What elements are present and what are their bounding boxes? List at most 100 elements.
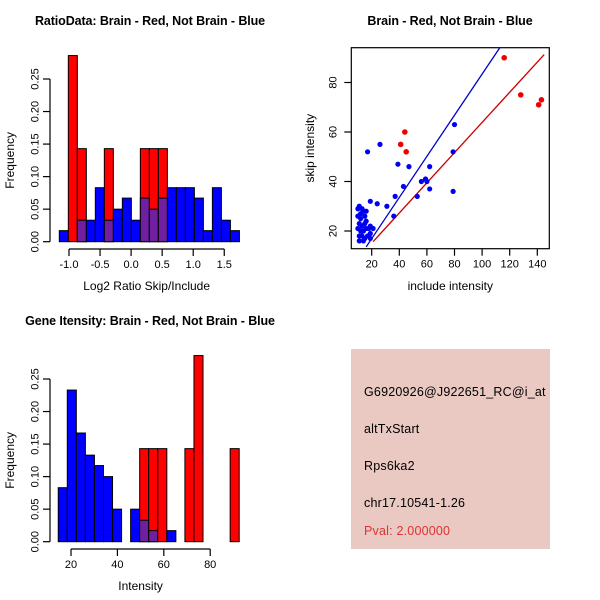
intensity-scatter-plot: 20 40 60 80 100 120 140 20 40 60 80 include intensi… <box>303 47 550 293</box>
not-brain-point <box>377 141 383 147</box>
x-axis: -1.0 -0.5 0.0 0.5 1.0 1.5 <box>60 248 232 271</box>
svg-text:-1.0: -1.0 <box>60 259 79 271</box>
brain-point <box>501 54 507 61</box>
svg-text:20: 20 <box>327 225 339 237</box>
histogram-bars <box>57 355 240 543</box>
blue-bar <box>202 230 213 243</box>
svg-text:80: 80 <box>448 259 460 271</box>
not-brain-point <box>406 164 412 170</box>
pval-text: Pval: 2.000000 <box>364 524 451 538</box>
blue-bar <box>85 219 96 243</box>
x-axis: 20 40 60 80 <box>65 548 216 571</box>
panel-gene-info: G6920926@J922651_RC@i_at altTxStart Rps6… <box>300 300 600 600</box>
blue-bar <box>166 187 177 243</box>
svg-text:0.15: 0.15 <box>30 433 42 454</box>
svg-text:100: 100 <box>473 259 491 271</box>
ratio-histogram-plot: 0.00 0.05 0.10 0.15 0.20 0.25 -1.0 -0.5 0.0 0.5 1.… <box>3 55 240 293</box>
fit-lines <box>365 47 545 248</box>
brain-point <box>538 97 545 103</box>
svg-text:0.10: 0.10 <box>30 166 42 187</box>
brain-point <box>403 149 409 155</box>
not-brain-point <box>364 149 371 155</box>
svg-text:1.0: 1.0 <box>186 259 201 271</box>
svg-text:0.5: 0.5 <box>155 259 170 271</box>
svg-text:0.05: 0.05 <box>30 198 42 219</box>
not-brain-point <box>374 201 380 207</box>
gene-intensity-histogram-plot: 0.00 0.05 0.10 0.15 0.20 0.25 20 40 60 80 Intensit… <box>3 355 240 593</box>
brain-point <box>402 129 408 135</box>
overlap-bar <box>148 530 159 543</box>
blue-bar <box>229 230 240 243</box>
gene-symbol-text: Rps6ka2 <box>364 459 415 473</box>
blue-bar <box>102 476 114 543</box>
panel-gene-intensity-histogram: Gene Itensity: Brain - Red, Not Brain - … <box>0 300 300 600</box>
red-bar <box>157 448 168 543</box>
svg-text:120: 120 <box>501 259 519 271</box>
svg-text:80: 80 <box>204 559 216 571</box>
not-brain-point <box>362 213 368 219</box>
not-brain-point <box>358 216 364 222</box>
svg-text:0.05: 0.05 <box>30 498 42 519</box>
brain-fit-line <box>372 54 545 243</box>
y-axis-label: Frequency <box>3 132 17 189</box>
y-axis: 0.00 0.05 0.10 0.15 0.20 0.25 <box>30 368 51 552</box>
svg-text:60: 60 <box>421 259 433 271</box>
blue-bar <box>112 208 123 243</box>
brain-point <box>517 92 524 98</box>
probe-id-text: G6920926@J922651_RC@i_at <box>364 385 546 399</box>
overlap-bar <box>148 208 159 243</box>
blue-bar <box>166 530 177 543</box>
svg-text:20: 20 <box>366 259 378 271</box>
svg-text:0.0: 0.0 <box>123 259 138 271</box>
y-axis-label: Frequency <box>3 432 17 489</box>
blue-bar <box>193 197 204 243</box>
svg-text:40: 40 <box>111 559 123 571</box>
svg-text:0.20: 0.20 <box>30 401 42 422</box>
histogram-bars <box>58 55 240 243</box>
gene-info-box: G6920926@J922651_RC@i_at altTxStart Rps6… <box>351 349 550 549</box>
not-brain-point <box>367 198 373 204</box>
svg-text:0.15: 0.15 <box>30 133 42 154</box>
overlap-bar <box>139 197 150 243</box>
not-brain-point <box>356 238 362 244</box>
not-brain-point <box>450 188 456 194</box>
svg-text:0.20: 0.20 <box>30 101 42 122</box>
not-brain-point <box>367 223 373 229</box>
not-brain-point <box>427 164 433 170</box>
not-brain-point <box>367 230 373 237</box>
svg-text:60: 60 <box>327 126 339 138</box>
brain-point <box>535 101 542 108</box>
panel-intensity-scatter: Brain - Red, Not Brain - Blue 20 40 60 80 10… <box>300 0 600 300</box>
x-axis: 20 40 60 80 100 120 140 <box>366 248 546 271</box>
locus-text: chr17.10541-1.26 <box>364 496 466 510</box>
blue-bar <box>112 508 123 543</box>
blue-bar <box>57 487 68 543</box>
y-axis: 20 40 60 80 <box>327 76 352 237</box>
not-brain-point <box>363 208 369 214</box>
x-axis-label: Log2 Ratio Skip/Include <box>83 279 210 293</box>
svg-text:20: 20 <box>65 559 77 571</box>
brain-point <box>397 141 404 148</box>
panel-ratio-histogram: RatioData: Brain - Red, Not Brain - Blue… <box>0 0 300 300</box>
scatter-title: Brain - Red, Not Brain - Blue <box>367 14 533 28</box>
y-axis: 0.00 0.05 0.10 0.15 0.20 0.25 <box>30 68 51 252</box>
red-bar <box>229 448 240 543</box>
blue-bar <box>130 219 141 243</box>
not-brain-point <box>451 121 458 128</box>
red-bar <box>67 55 78 243</box>
svg-text:0.25: 0.25 <box>30 368 42 389</box>
blue-bar <box>211 187 222 243</box>
overlap-bar <box>139 519 150 543</box>
blue-bar <box>84 454 95 543</box>
not-brain-point <box>427 186 433 192</box>
not-brain-point <box>363 218 369 224</box>
red-bar <box>184 448 195 543</box>
event-type-text: altTxStart <box>364 422 420 436</box>
overlap-bar <box>157 197 168 243</box>
svg-text:0.25: 0.25 <box>30 68 42 89</box>
svg-text:80: 80 <box>327 76 339 88</box>
blue-bar <box>220 219 231 243</box>
blue-bar <box>94 187 105 243</box>
x-axis-label: Intensity <box>118 579 163 593</box>
